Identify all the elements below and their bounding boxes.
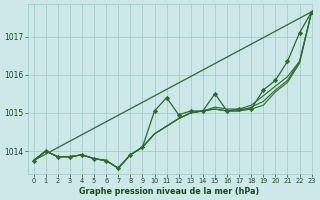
X-axis label: Graphe pression niveau de la mer (hPa): Graphe pression niveau de la mer (hPa) (79, 187, 260, 196)
